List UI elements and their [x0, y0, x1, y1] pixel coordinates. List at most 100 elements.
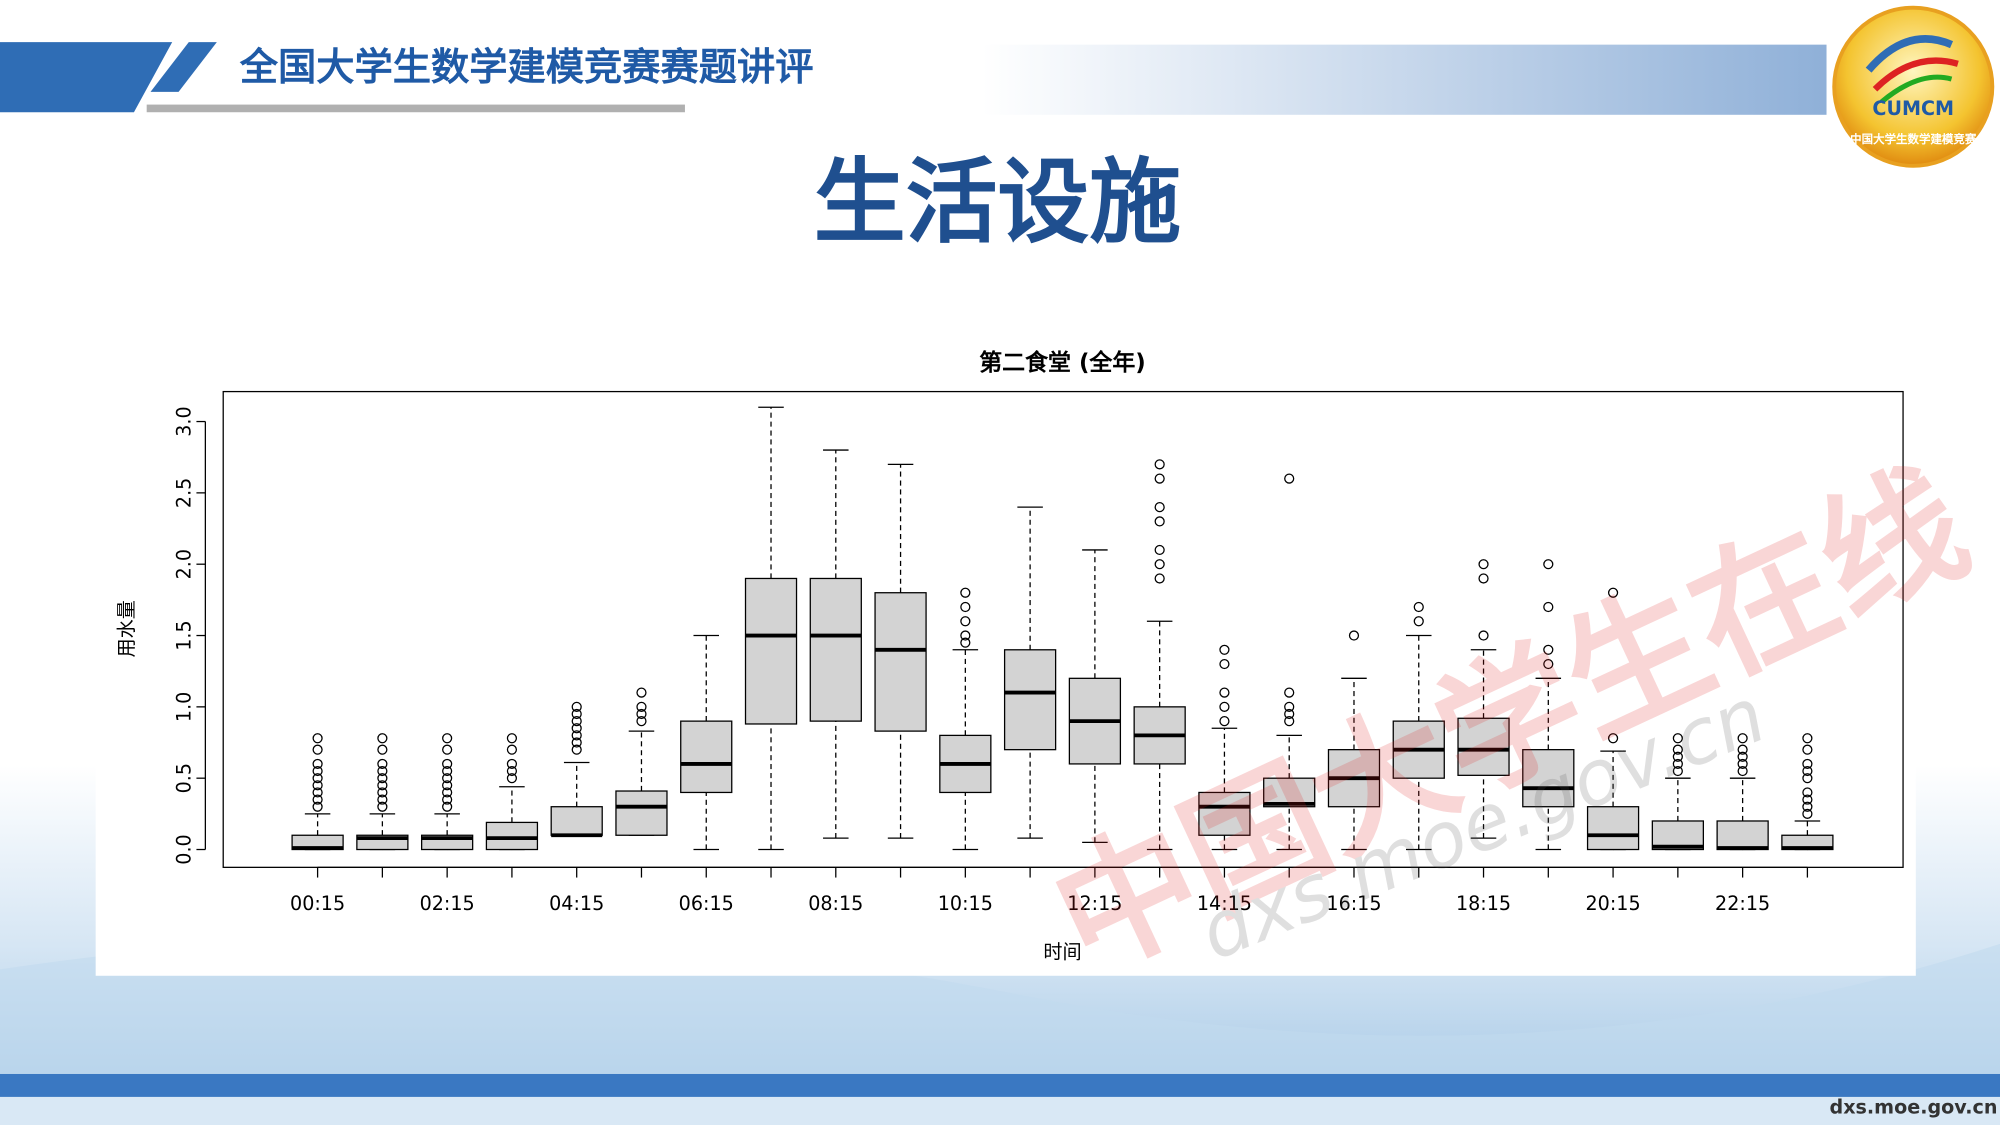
- outlier: [377, 787, 388, 798]
- outlier: [571, 701, 582, 712]
- outlier: [442, 733, 453, 744]
- outlier: [1607, 733, 1619, 744]
- outlier: [1348, 630, 1360, 641]
- outlier: [1154, 559, 1165, 570]
- outlier: [1154, 459, 1165, 470]
- outlier: [442, 744, 453, 755]
- outlier: [1543, 601, 1554, 613]
- outlier: [571, 708, 582, 720]
- outlier: [1543, 658, 1554, 670]
- outlier: [312, 780, 323, 791]
- outlier: [312, 733, 323, 744]
- outlier: [506, 758, 518, 770]
- header-band: [982, 44, 1827, 115]
- outlier: [636, 687, 647, 698]
- x-tick-label: 00:15: [290, 892, 345, 915]
- x-tick-label: 14:15: [1197, 892, 1252, 915]
- outlier: [1219, 687, 1230, 698]
- outlier: [377, 773, 388, 784]
- y-tick-label: 3.0: [172, 406, 195, 436]
- outlier: [1154, 544, 1165, 556]
- outlier: [1284, 473, 1295, 484]
- outlier: [1154, 502, 1165, 513]
- y-tick-label: 0.0: [172, 834, 195, 864]
- header-title: 全国大学生数学建模竞赛赛题讲评: [239, 45, 814, 90]
- outlier: [1478, 630, 1489, 641]
- outlier: [1154, 516, 1165, 527]
- footer-band: [0, 1073, 2000, 1097]
- header-block: [0, 42, 173, 113]
- outlier: [1284, 701, 1295, 712]
- outlier: [506, 733, 518, 744]
- box: [615, 790, 668, 836]
- x-tick-label: 22:15: [1715, 892, 1770, 915]
- outlier: [442, 758, 453, 770]
- outlier: [1802, 744, 1813, 755]
- outlier: [1219, 658, 1230, 670]
- outlier: [960, 637, 971, 648]
- box: [809, 577, 862, 722]
- outlier: [571, 744, 582, 755]
- outlier: [442, 801, 453, 812]
- box: [1522, 749, 1575, 808]
- outlier: [377, 744, 388, 755]
- logo: [1832, 5, 1995, 168]
- outlier: [1802, 733, 1813, 744]
- outlier: [1478, 573, 1489, 584]
- outlier: [1802, 808, 1813, 819]
- outlier: [1802, 773, 1813, 784]
- outlier: [312, 801, 323, 812]
- outlier: [312, 765, 323, 777]
- box: [1003, 649, 1057, 751]
- outlier: [1284, 708, 1295, 720]
- outlier: [1672, 765, 1683, 777]
- outlier: [960, 630, 971, 641]
- outlier: [442, 765, 453, 777]
- chart-title: 第二食堂 (全年): [979, 349, 1146, 376]
- logo-swoosh: [1872, 57, 1959, 92]
- y-tick-label: 2.5: [172, 478, 195, 508]
- outlier: [571, 737, 582, 748]
- outlier: [1672, 758, 1683, 770]
- outlier: [1672, 751, 1683, 762]
- box: [1586, 806, 1640, 851]
- y-axis-label: 用水量: [115, 600, 138, 657]
- outlier: [312, 787, 323, 798]
- outlier: [1284, 716, 1295, 727]
- outlier: [571, 730, 582, 741]
- x-tick-label: 08:15: [808, 892, 863, 915]
- box: [744, 577, 798, 725]
- header-slash: [150, 42, 217, 92]
- logo-ring-text: 中国大学生数学建模竞赛: [1850, 132, 1977, 146]
- outlier: [1219, 716, 1230, 727]
- outlier: [1413, 616, 1424, 627]
- outlier: [442, 780, 453, 791]
- box: [550, 806, 603, 836]
- outlier: [1737, 733, 1748, 744]
- chart-background: [95, 316, 1916, 976]
- outlier: [312, 744, 323, 755]
- outlier: [1219, 701, 1230, 712]
- outlier: [312, 773, 323, 784]
- outlier: [1802, 787, 1813, 798]
- outlier: [442, 787, 453, 798]
- outlier: [1543, 644, 1554, 655]
- outlier: [1737, 744, 1748, 755]
- y-tick-label: 0.5: [172, 763, 195, 793]
- outlier: [1672, 733, 1683, 744]
- outlier: [312, 794, 323, 805]
- outlier: [506, 744, 518, 755]
- outlier: [636, 716, 647, 727]
- outlier: [1478, 559, 1489, 570]
- box: [1457, 717, 1510, 776]
- outlier: [377, 733, 388, 744]
- outlier: [1672, 744, 1683, 755]
- outlier: [442, 794, 453, 805]
- outlier: [636, 708, 647, 720]
- outlier: [960, 601, 971, 613]
- outlier: [636, 701, 647, 712]
- box: [1198, 791, 1251, 836]
- outlier: [377, 765, 388, 777]
